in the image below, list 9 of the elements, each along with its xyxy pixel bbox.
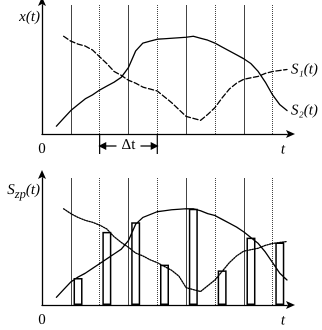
y-axis-title: S$_{zp}$(t) — [7, 182, 40, 202]
y-axis-title: x(t) — [19, 9, 40, 25]
x-axis-title: t — [280, 142, 286, 158]
x-axis-title: t — [280, 312, 286, 328]
series-label: S₂(t) — [291, 102, 318, 119]
series-label: S₁(t) — [291, 62, 318, 78]
text: Δt — [122, 137, 136, 153]
text: 0 — [38, 141, 46, 157]
text: 0 — [38, 312, 46, 328]
